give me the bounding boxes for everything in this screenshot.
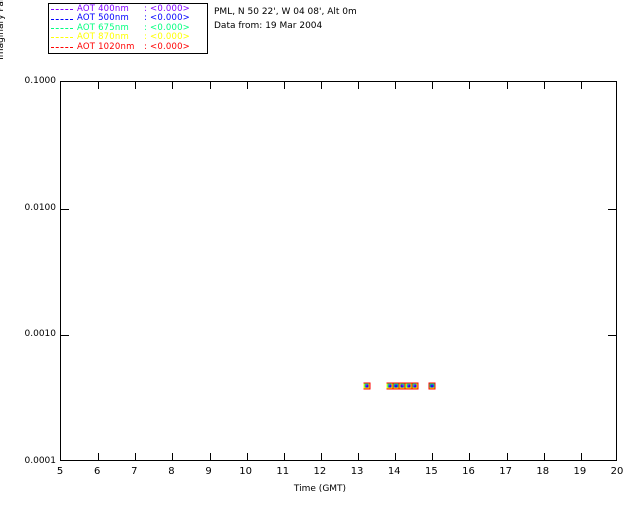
marker-aot-400nm — [431, 384, 433, 387]
x-tick-top — [98, 82, 100, 89]
x-tick-top — [432, 82, 434, 89]
x-tick-bottom — [320, 453, 322, 460]
x-tick-label: 11 — [276, 466, 290, 477]
chart-title-block: PML, N 50 22', W 04 08', Alt 0m Data fro… — [214, 5, 357, 33]
marker-aot-400nm — [407, 384, 410, 387]
x-tick-bottom — [469, 453, 471, 460]
legend-item-675nm: AOT 675nm: <0.000> — [51, 22, 205, 33]
x-tick-label: 13 — [350, 466, 364, 477]
x-tick-label: 8 — [168, 466, 175, 477]
marker-aot-400nm — [413, 384, 416, 387]
x-tick-label: 20 — [610, 466, 624, 477]
legend-item-label: AOT 1020nm: <0.000> — [77, 41, 191, 52]
x-tick-bottom — [172, 453, 174, 460]
x-tick-label: 15 — [424, 466, 438, 477]
y-tick-left — [61, 335, 69, 337]
x-tick-top — [209, 82, 211, 89]
x-tick-top — [135, 82, 137, 89]
legend-item-label: AOT 675nm: <0.000> — [77, 22, 191, 33]
y-tick-right — [608, 335, 616, 337]
marker-aot-400nm — [365, 384, 368, 387]
data-point-marker — [411, 382, 419, 390]
x-tick-top — [246, 82, 248, 89]
x-tick-label: 9 — [205, 466, 212, 477]
legend-line-icon — [51, 18, 73, 20]
x-tick-label: 12 — [313, 466, 327, 477]
y-tick-label: 0.0001 — [24, 456, 57, 466]
data-point-marker — [392, 382, 400, 390]
legend: AOT 400nm: <0.000> AOT 500nm: <0.000> AOT … — [48, 3, 208, 54]
legend-item-500nm: AOT 500nm: <0.000> — [51, 13, 205, 24]
y-axis-tick-labels: 0.0001 0.0010 0.0100 0.1000 — [0, 0, 57, 512]
chart-title-line1: PML, N 50 22', W 04 08', Alt 0m — [214, 7, 357, 17]
x-tick-top — [283, 82, 285, 89]
x-tick-label: 14 — [387, 466, 401, 477]
x-tick-bottom — [209, 453, 211, 460]
x-tick-bottom — [135, 453, 137, 460]
x-tick-label: 16 — [462, 466, 475, 477]
x-tick-bottom — [358, 453, 360, 460]
x-tick-top — [172, 82, 174, 89]
x-tick-top — [580, 82, 582, 89]
legend-item-400nm: AOT 400nm: <0.000> — [51, 4, 205, 14]
plot-area — [60, 81, 617, 461]
legend-item-label: AOT 500nm: <0.000> — [77, 13, 191, 24]
x-tick-label: 6 — [93, 466, 101, 477]
x-tick-bottom — [580, 453, 582, 460]
x-tick-top — [358, 82, 360, 89]
legend-line-icon — [51, 27, 73, 29]
x-tick-bottom — [246, 453, 248, 460]
x-tick-top — [543, 82, 545, 89]
x-tick-label: 19 — [573, 466, 587, 477]
data-point-marker — [428, 382, 436, 390]
y-tick-label: 0.1000 — [24, 76, 57, 86]
legend-line-icon — [51, 46, 73, 48]
legend-item-1020nm: AOT 1020nm: <0.000> — [51, 41, 205, 52]
legend-line-icon — [51, 9, 73, 11]
legend-item-label: AOT 870nm: <0.000> — [77, 32, 191, 43]
data-point-marker — [398, 382, 406, 390]
x-tick-bottom — [543, 453, 545, 460]
data-point-marker — [386, 382, 394, 390]
marker-aot-400nm — [401, 384, 404, 387]
y-tick-label: 0.0010 — [24, 329, 57, 340]
marker-aot-400nm — [388, 384, 391, 387]
x-tick-bottom — [98, 453, 100, 460]
y-tick-right — [608, 208, 616, 210]
y-axis-title: Imaginary Part of Refractive Index — [0, 0, 6, 128]
x-tick-top — [395, 82, 397, 89]
x-tick-bottom — [395, 453, 397, 460]
x-axis-tick-labels: 5 6 7 8 9 10 11 12 13 14 15 16 17 18 19 20 — [0, 466, 640, 482]
x-tick-bottom — [432, 453, 434, 460]
chart-title-line2: Data from: 19 Mar 2004 — [214, 21, 323, 31]
x-tick-label: 5 — [56, 466, 64, 477]
x-tick-label: 18 — [536, 466, 550, 477]
x-tick-bottom — [506, 453, 508, 460]
data-point-marker — [363, 382, 371, 390]
x-axis-title: Time (GMT) — [293, 484, 347, 494]
marker-aot-400nm — [395, 384, 397, 387]
x-tick-label: 10 — [239, 466, 253, 477]
x-tick-label: 17 — [499, 466, 512, 477]
x-tick-top — [469, 82, 471, 89]
x-tick-top — [506, 82, 508, 89]
legend-item-label: AOT 400nm: <0.000> — [77, 4, 191, 14]
x-tick-label: 7 — [131, 466, 138, 477]
data-point-marker — [405, 382, 413, 390]
y-tick-label: 0.0100 — [24, 202, 57, 213]
y-tick-left — [61, 208, 69, 210]
x-tick-bottom — [283, 453, 285, 460]
x-tick-top — [320, 82, 322, 89]
legend-line-icon — [51, 37, 73, 39]
legend-item-870nm: AOT 870nm: <0.000> — [51, 32, 205, 43]
